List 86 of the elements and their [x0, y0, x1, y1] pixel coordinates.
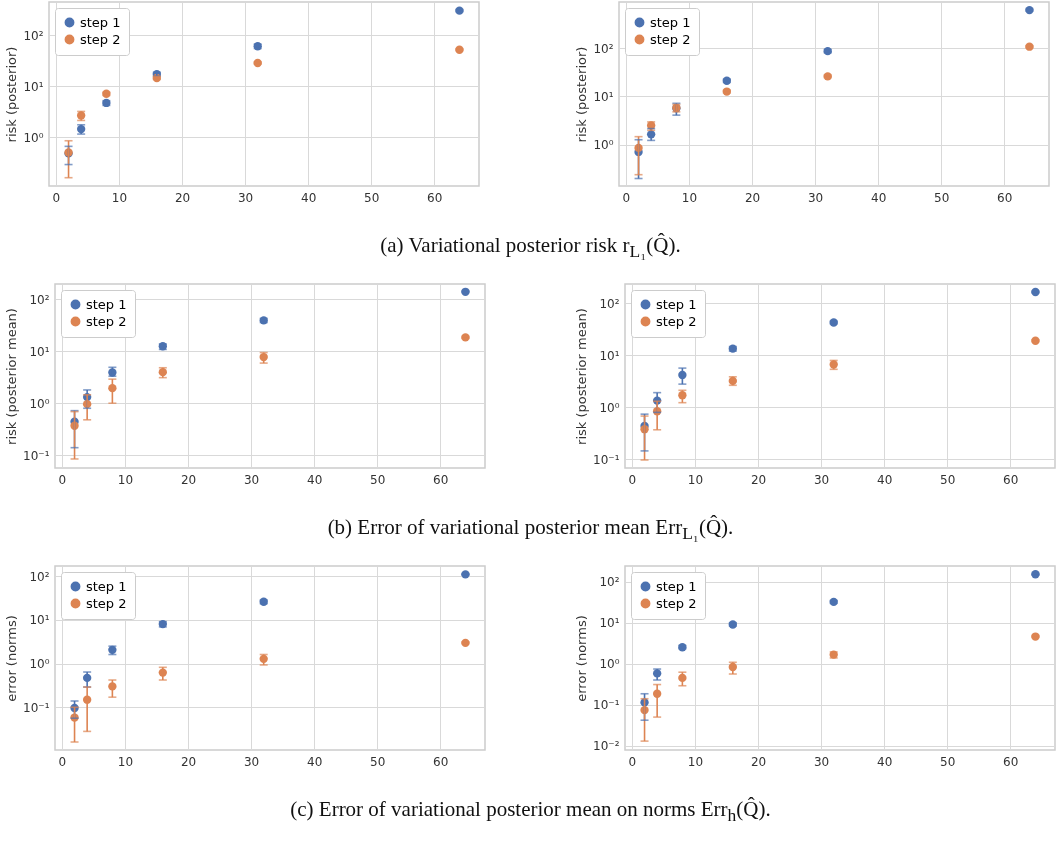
legend-label: step 2 — [650, 31, 691, 47]
x-tick-label: 60 — [1003, 754, 1019, 769]
y-axis-title: risk (posterior) — [4, 46, 20, 143]
x-tick-label: 30 — [237, 190, 254, 205]
y-tick-label: 10¹ — [29, 613, 50, 628]
y-tick-label: 10¹ — [29, 344, 50, 359]
y-tick-label: 10¹ — [599, 348, 620, 363]
y-tick-label: 10² — [23, 28, 44, 43]
y-tick-label: 10¹ — [23, 79, 44, 94]
legend-label: step 2 — [656, 595, 697, 611]
y-tick-label: 10² — [599, 575, 620, 590]
x-tick-label: 20 — [750, 472, 767, 487]
legend-label: step 1 — [656, 578, 697, 594]
x-tick-label: 40 — [306, 472, 323, 487]
x-tick-label: 0 — [58, 754, 67, 769]
x-tick-label: 10 — [687, 472, 704, 487]
x-tick-label: 30 — [813, 754, 830, 769]
y-axis-title: risk (posterior) — [574, 46, 590, 143]
y-tick-label: 10¹ — [593, 89, 614, 104]
x-tick-label: 10 — [687, 754, 704, 769]
x-tick-label: 60 — [433, 754, 449, 769]
y-axis-title: risk (posterior mean) — [4, 308, 20, 445]
text: (a) Variational posterior risk r$_{L₁}$(Q̂). — [379, 232, 682, 264]
x-tick-label: 0 — [52, 190, 61, 205]
y-tick-label: 10⁰ — [29, 396, 50, 411]
legend-label: step 1 — [650, 14, 691, 30]
x-tick-label: 60 — [427, 190, 443, 205]
y-tick-label: 10⁰ — [599, 400, 620, 415]
y-tick-label: 10⁻¹ — [23, 448, 50, 463]
x-tick-label: 0 — [58, 472, 67, 487]
x-tick-label: 50 — [940, 754, 956, 769]
y-tick-label: 10⁰ — [593, 138, 614, 153]
x-tick-label: 60 — [997, 190, 1013, 205]
x-tick-label: 20 — [174, 190, 191, 205]
x-tick-label: 60 — [433, 472, 449, 487]
y-tick-label: 10² — [593, 41, 614, 56]
text: (b) Error of variational posterior mean Err$_{L₁}$(Q̂). — [326, 514, 735, 546]
x-tick-label: 30 — [243, 754, 260, 769]
x-tick-label: 30 — [807, 190, 824, 205]
x-tick-label: 50 — [940, 472, 956, 487]
x-tick-label: 40 — [300, 190, 317, 205]
legend-label: step 2 — [80, 31, 121, 47]
y-tick-label: 10² — [599, 296, 620, 311]
x-tick-label: 10 — [111, 190, 128, 205]
legend-label: step 1 — [86, 578, 127, 594]
x-tick-label: 30 — [813, 472, 830, 487]
x-tick-label: 0 — [628, 754, 637, 769]
x-tick-label: 0 — [628, 472, 637, 487]
x-tick-label: 0 — [622, 190, 631, 205]
x-tick-label: 40 — [870, 190, 887, 205]
x-tick-label: 40 — [306, 754, 323, 769]
x-tick-label: 20 — [744, 190, 761, 205]
x-tick-label: 10 — [117, 754, 134, 769]
y-tick-label: 10⁰ — [23, 130, 44, 145]
x-tick-label: 50 — [934, 190, 950, 205]
x-tick-label: 30 — [243, 472, 260, 487]
legend-label: step 1 — [86, 296, 127, 312]
x-tick-label: 20 — [180, 754, 197, 769]
x-tick-label: 50 — [370, 472, 386, 487]
legend-label: step 2 — [656, 313, 697, 329]
legend-label: step 2 — [86, 595, 127, 611]
y-tick-label: 10⁻¹ — [593, 698, 620, 713]
x-tick-label: 20 — [750, 754, 767, 769]
x-tick-label: 50 — [370, 754, 386, 769]
y-tick-label: 10¹ — [599, 616, 620, 631]
y-tick-label: 10⁻¹ — [593, 452, 620, 467]
y-tick-label: 10⁻¹ — [23, 700, 50, 715]
legend-label: step 1 — [80, 14, 121, 30]
y-axis-title: error (norms) — [4, 615, 20, 702]
y-tick-label: 10⁰ — [29, 657, 50, 672]
x-tick-label: 40 — [876, 472, 893, 487]
x-tick-label: 40 — [876, 754, 893, 769]
y-axis-title: error (norms) — [574, 615, 590, 702]
text: (c) Error of variational posterior mean on norms Err$_{h}$(Q̂). — [289, 796, 772, 828]
y-tick-label: 10² — [29, 292, 50, 307]
x-tick-label: 50 — [364, 190, 380, 205]
legend-label: step 2 — [86, 313, 127, 329]
x-tick-label: 60 — [1003, 472, 1019, 487]
y-tick-label: 10⁰ — [599, 657, 620, 672]
x-tick-label: 10 — [681, 190, 698, 205]
legend-label: step 1 — [656, 296, 697, 312]
y-tick-label: 10² — [29, 569, 50, 584]
x-tick-label: 10 — [117, 472, 134, 487]
y-axis-title: risk (posterior mean) — [574, 308, 590, 445]
x-tick-label: 20 — [180, 472, 197, 487]
y-tick-label: 10⁻² — [593, 739, 620, 754]
